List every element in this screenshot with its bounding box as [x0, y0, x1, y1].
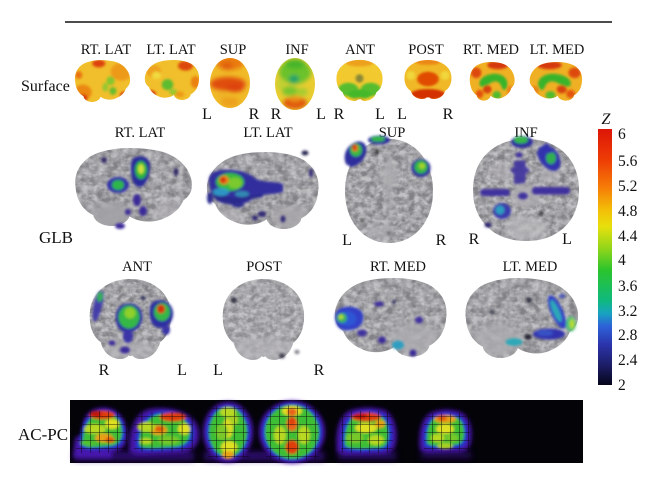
svg-text:4.4: 4.4: [618, 228, 638, 245]
svg-text:RT. MED: RT. MED: [370, 259, 426, 275]
svg-text:2: 2: [618, 377, 626, 394]
svg-text:L: L: [562, 231, 572, 248]
svg-text:RT. LAT: RT. LAT: [81, 42, 132, 58]
svg-text:6: 6: [618, 126, 626, 143]
svg-text:R: R: [249, 106, 260, 123]
svg-text:R: R: [314, 362, 325, 379]
svg-text:4.8: 4.8: [618, 203, 638, 220]
svg-text:L: L: [342, 232, 352, 249]
svg-text:5.2: 5.2: [618, 178, 637, 195]
svg-text:R: R: [334, 106, 345, 123]
svg-text:R: R: [436, 232, 447, 249]
svg-text:L: L: [213, 362, 223, 379]
svg-text:L: L: [202, 106, 212, 123]
svg-text:Surface: Surface: [21, 78, 70, 95]
svg-text:2.8: 2.8: [618, 327, 638, 344]
svg-text:4: 4: [618, 252, 626, 269]
svg-text:SUP: SUP: [220, 42, 247, 58]
svg-text:AC-PC: AC-PC: [18, 425, 68, 444]
svg-text:POST: POST: [246, 259, 282, 275]
svg-text:L: L: [375, 106, 385, 123]
svg-text:RT. LAT: RT. LAT: [115, 125, 166, 141]
svg-text:LT. MED: LT. MED: [503, 259, 558, 275]
svg-text:R: R: [99, 362, 110, 379]
svg-text:LT. LAT: LT. LAT: [243, 125, 292, 141]
svg-text:ANT: ANT: [122, 259, 152, 275]
svg-text:R: R: [469, 231, 480, 248]
svg-text:LT. MED: LT. MED: [530, 42, 585, 58]
svg-text:RT. MED: RT. MED: [463, 42, 519, 58]
svg-text:INF: INF: [285, 42, 308, 58]
svg-text:LT. LAT: LT. LAT: [146, 42, 195, 58]
svg-text:GLB: GLB: [39, 228, 73, 247]
svg-text:Z: Z: [602, 111, 612, 128]
svg-text:R: R: [271, 106, 282, 123]
svg-text:3.6: 3.6: [618, 278, 638, 295]
svg-text:2.4: 2.4: [618, 352, 638, 369]
svg-text:POST: POST: [408, 42, 444, 58]
svg-text:R: R: [443, 106, 454, 123]
svg-text:5.6: 5.6: [618, 153, 638, 170]
svg-text:L: L: [316, 106, 326, 123]
svg-text:L: L: [397, 106, 407, 123]
svg-text:3.2: 3.2: [618, 303, 637, 320]
svg-text:L: L: [177, 362, 187, 379]
svg-text:ANT: ANT: [345, 42, 375, 58]
